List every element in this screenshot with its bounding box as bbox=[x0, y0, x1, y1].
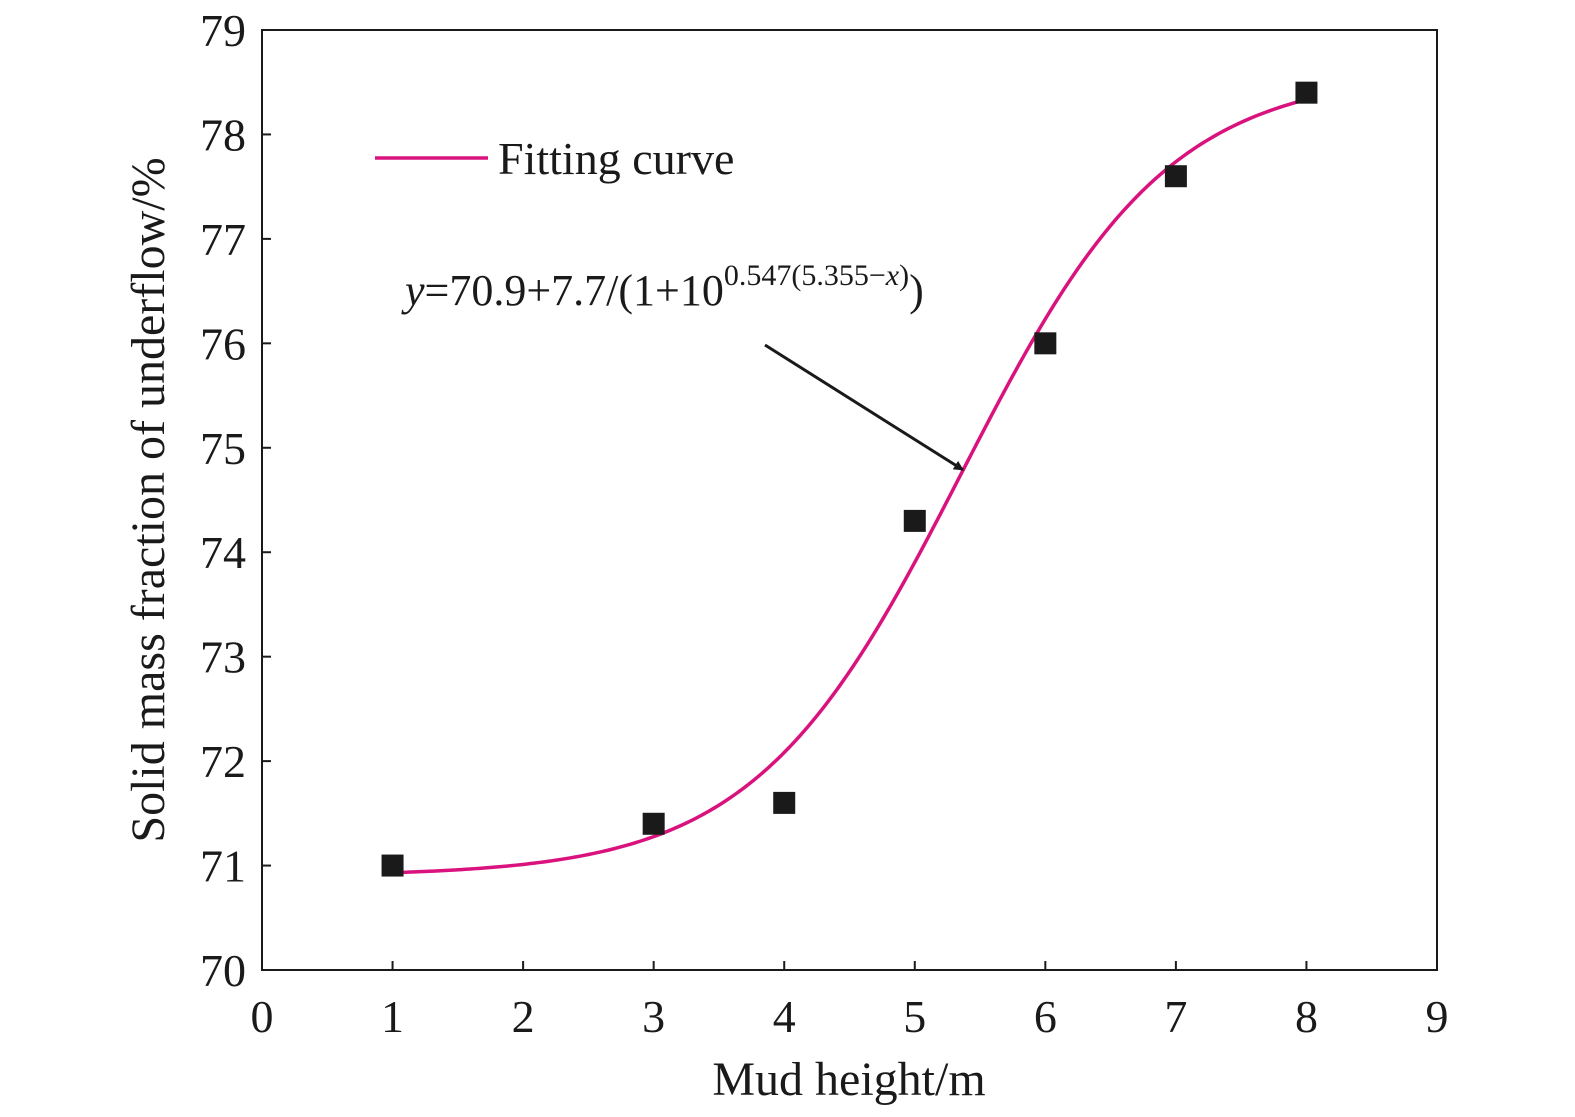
x-tick-label: 6 bbox=[1034, 991, 1057, 1042]
annotation-arrow bbox=[764, 343, 964, 472]
y-tick-label: 72 bbox=[200, 736, 246, 787]
fitting-curve-line bbox=[392, 97, 1307, 875]
y-tick-label: 74 bbox=[200, 527, 246, 578]
legend: Fitting curve bbox=[375, 133, 734, 184]
plot-area-frame bbox=[261, 29, 1438, 971]
y-tick-label: 79 bbox=[200, 5, 246, 56]
data-point bbox=[1034, 332, 1057, 355]
data-points bbox=[381, 81, 1318, 877]
data-point bbox=[642, 812, 665, 835]
y-tick-label: 78 bbox=[200, 109, 246, 160]
y-tick-label: 77 bbox=[200, 214, 246, 265]
x-tick-label: 8 bbox=[1295, 991, 1318, 1042]
x-tick-label: 7 bbox=[1164, 991, 1187, 1042]
x-tick-label: 9 bbox=[1426, 991, 1449, 1042]
x-axis-title: Mud height/m bbox=[712, 1053, 985, 1106]
equation-main: =70.9+7.7/(1+10 bbox=[425, 266, 724, 315]
y-axis: 70 71 72 73 74 75 76 77 78 79 bbox=[200, 5, 271, 996]
data-point bbox=[381, 854, 404, 877]
x-tick-label: 3 bbox=[642, 991, 665, 1042]
x-tick-label: 1 bbox=[381, 991, 404, 1042]
data-point bbox=[903, 509, 926, 532]
data-point bbox=[773, 791, 796, 814]
y-tick-label: 70 bbox=[200, 945, 246, 996]
y-axis-title: Solid mass fraction of underflow/% bbox=[122, 157, 175, 842]
equation-y-var: y bbox=[401, 266, 425, 315]
y-tick-label: 76 bbox=[200, 318, 246, 369]
y-tick-label: 73 bbox=[200, 632, 246, 683]
y-tick-label: 71 bbox=[200, 841, 246, 892]
equation-annotation: y=70.9+7.7/(1+100.547(5.355−x)) bbox=[401, 259, 964, 472]
x-axis: 0 1 2 3 4 5 6 7 8 9 bbox=[251, 961, 1449, 1042]
equation-text: y=70.9+7.7/(1+100.547(5.355−x)) bbox=[401, 259, 924, 315]
legend-label-fitting-curve: Fitting curve bbox=[498, 133, 734, 184]
data-point bbox=[1295, 81, 1318, 104]
x-tick-label: 5 bbox=[903, 991, 926, 1042]
x-tick-label: 0 bbox=[251, 991, 274, 1042]
equation-close: ) bbox=[909, 266, 924, 315]
x-tick-label: 4 bbox=[773, 991, 796, 1042]
equation-exponent-var: x bbox=[885, 259, 900, 292]
equation-exponent-pre: 0.547(5.355− bbox=[724, 259, 886, 292]
y-tick-label: 75 bbox=[200, 423, 246, 474]
data-point bbox=[1164, 165, 1187, 188]
x-tick-label: 2 bbox=[512, 991, 535, 1042]
equation-exponent-post: ) bbox=[899, 259, 909, 292]
